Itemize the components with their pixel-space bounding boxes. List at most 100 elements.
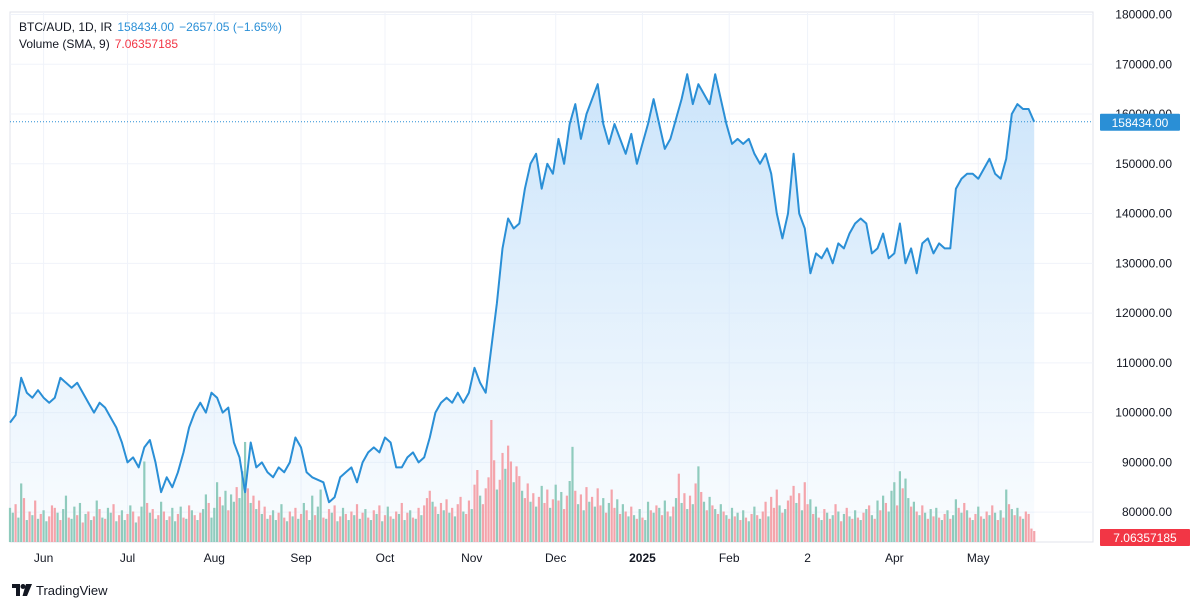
volume-bar bbox=[761, 511, 764, 542]
volume-bar bbox=[319, 489, 322, 542]
volume-bar bbox=[546, 489, 549, 542]
volume-bar bbox=[1007, 504, 1011, 542]
volume-bar bbox=[252, 495, 255, 542]
volume-bar bbox=[229, 494, 233, 542]
volume-bar bbox=[1005, 489, 1008, 542]
volume-bar bbox=[845, 507, 848, 542]
volume-bar bbox=[409, 510, 412, 542]
x-tick-label: Feb bbox=[719, 551, 740, 565]
volume-bar bbox=[946, 510, 949, 542]
tradingview-logo[interactable]: TradingView bbox=[12, 582, 108, 598]
volume-bar bbox=[828, 518, 832, 542]
volume-bar bbox=[742, 510, 745, 542]
volume-bar bbox=[551, 499, 554, 542]
volume-bar bbox=[663, 500, 666, 542]
y-tick-label: 150000.00 bbox=[1115, 157, 1172, 171]
volume-bar bbox=[529, 501, 532, 542]
volume-bar bbox=[823, 509, 826, 542]
volume-bar bbox=[185, 518, 188, 542]
volume-bar bbox=[652, 512, 655, 542]
volume-bar bbox=[937, 517, 941, 542]
volume-bar bbox=[543, 502, 546, 542]
volume-bar bbox=[112, 504, 115, 542]
volume-bar bbox=[171, 507, 174, 542]
volume-bar bbox=[22, 498, 26, 542]
volume-bar bbox=[898, 471, 902, 542]
volume-bar bbox=[213, 507, 216, 542]
volume-bar bbox=[403, 520, 406, 542]
volume-bar bbox=[1013, 515, 1016, 542]
volume-bar bbox=[246, 488, 249, 542]
volume-bar bbox=[968, 517, 971, 542]
volume-bar bbox=[266, 518, 269, 542]
volume-bar bbox=[308, 520, 311, 542]
volume-bar bbox=[613, 507, 616, 542]
volume-bar bbox=[630, 506, 633, 542]
volume-bar bbox=[431, 501, 434, 542]
volume-bar bbox=[280, 504, 283, 542]
volume-bar bbox=[918, 515, 921, 542]
y-tick-label: 140000.00 bbox=[1115, 207, 1172, 221]
volume-bar bbox=[523, 498, 527, 542]
volume-bar bbox=[207, 502, 210, 542]
x-tick-label: Nov bbox=[461, 551, 482, 565]
volume-bar bbox=[126, 513, 129, 542]
volume-bar bbox=[95, 500, 98, 542]
volume-bar bbox=[750, 513, 753, 542]
volume-bar bbox=[50, 505, 54, 542]
volume-bar bbox=[868, 505, 871, 542]
volume-bar bbox=[336, 521, 339, 542]
volume-bar bbox=[764, 501, 767, 542]
volume-bar bbox=[1016, 507, 1019, 542]
volume-bar bbox=[915, 511, 918, 542]
volume-bar bbox=[375, 513, 378, 542]
volume-bar bbox=[134, 522, 138, 542]
volume-bar bbox=[965, 510, 969, 542]
volume-bar bbox=[269, 515, 272, 542]
volume-bar bbox=[428, 490, 431, 542]
volume-bar bbox=[1019, 516, 1022, 542]
volume-bar bbox=[210, 517, 213, 542]
volume-bar bbox=[744, 517, 748, 542]
volume-bar bbox=[674, 498, 678, 542]
volume-bar bbox=[1027, 513, 1030, 542]
volume-bar bbox=[848, 516, 851, 542]
volume-bar bbox=[383, 515, 387, 542]
volume-bar bbox=[78, 502, 82, 542]
volume-bar bbox=[64, 495, 68, 542]
volume-bar bbox=[165, 520, 168, 542]
volume-bar bbox=[672, 506, 675, 542]
x-tick-label: 2025 bbox=[629, 551, 656, 565]
volume-bar bbox=[179, 506, 182, 542]
volume-bar bbox=[708, 496, 711, 542]
volume-bar bbox=[442, 510, 445, 542]
volume-bar bbox=[162, 511, 166, 542]
volume-bar bbox=[168, 516, 171, 542]
volume-bar bbox=[218, 496, 221, 542]
volume-bar bbox=[826, 512, 829, 542]
volume-bar bbox=[188, 505, 191, 542]
volume-bar bbox=[305, 510, 308, 542]
volume-bar bbox=[285, 521, 289, 542]
volume-bar bbox=[140, 506, 143, 542]
volume-bar bbox=[834, 504, 837, 542]
volume-bar bbox=[59, 520, 62, 542]
volume-bar bbox=[820, 520, 823, 542]
volume-bar bbox=[879, 510, 882, 542]
volume-bar bbox=[923, 512, 927, 542]
volume-bar bbox=[789, 495, 792, 542]
legend-symbol: BTC/AUD, 1D, IR bbox=[19, 20, 113, 34]
volume-bar bbox=[274, 520, 277, 542]
volume-bar bbox=[501, 452, 504, 542]
volume-bar bbox=[554, 484, 557, 542]
volume-bar bbox=[341, 507, 345, 542]
volume-badge-text: 7.06357185 bbox=[1113, 531, 1177, 545]
volume-bar bbox=[646, 501, 650, 542]
volume-bar bbox=[910, 506, 913, 542]
volume-bar bbox=[411, 517, 415, 542]
volume-bar bbox=[255, 509, 258, 542]
volume-bar bbox=[325, 518, 328, 542]
volume-bar bbox=[420, 515, 423, 542]
